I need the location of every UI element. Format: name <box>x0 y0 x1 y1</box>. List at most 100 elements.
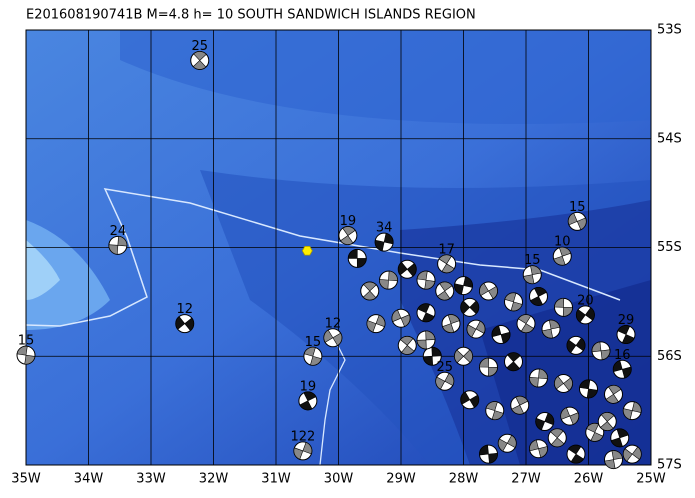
compression-quadrant <box>591 341 611 361</box>
depth-label: 12 <box>325 316 342 331</box>
compression-quadrant <box>529 368 548 388</box>
compression-quadrant <box>479 282 498 300</box>
depth-label: 24 <box>110 224 127 239</box>
compression-quadrant <box>504 292 523 312</box>
compression-quadrant <box>435 372 455 390</box>
focal-mechanism <box>366 314 386 334</box>
focal-mechanism <box>416 303 436 323</box>
depth-label: 15 <box>18 334 35 349</box>
focal-mechanism <box>298 391 318 411</box>
compression-quadrant <box>623 446 642 462</box>
focal-mechanism <box>435 281 455 301</box>
compression-quadrant <box>491 325 511 344</box>
compression-quadrant <box>460 300 480 315</box>
focal-mechanism <box>323 328 343 348</box>
compression-quadrant <box>340 226 356 245</box>
depth-label: 122 <box>290 429 315 444</box>
epicenter <box>301 245 313 256</box>
depth-label: 19 <box>340 214 357 229</box>
focal-mechanism <box>190 50 210 70</box>
compression-quadrant <box>610 428 629 448</box>
lon-label: 28W <box>449 472 479 487</box>
lon-label: 33W <box>136 472 166 487</box>
map-title: E201608190741B M=4.8 h= 10 SOUTH SANDWIC… <box>26 8 476 23</box>
focal-mechanism <box>391 308 411 328</box>
focal-mechanism <box>485 401 505 421</box>
compression-quadrant <box>438 254 455 274</box>
depth-label: 12 <box>176 302 193 317</box>
compression-quadrant <box>617 325 635 344</box>
focal-mechanism <box>567 211 587 231</box>
lon-label: 30W <box>324 472 354 487</box>
compression-quadrant <box>517 314 535 333</box>
focal-mechanism <box>175 314 195 334</box>
compression-quadrant <box>568 212 587 231</box>
compression-quadrant <box>535 412 555 431</box>
depth-label: 15 <box>569 200 586 215</box>
compression-quadrant <box>362 281 377 301</box>
focal-mechanism <box>516 314 536 334</box>
focal-mechanism <box>541 319 561 339</box>
focal-mechanism <box>529 286 548 306</box>
compression-quadrant <box>612 360 632 379</box>
compression-quadrant <box>560 407 579 425</box>
compression-quadrant <box>323 329 343 346</box>
compression-quadrant <box>374 232 394 252</box>
compression-quadrant <box>108 235 128 255</box>
compression-quadrant <box>175 316 194 332</box>
compression-quadrant <box>506 352 521 371</box>
focal-mechanism <box>479 281 498 301</box>
depth-label: 25 <box>191 39 208 54</box>
focal-mechanism <box>397 259 417 279</box>
focal-mechanism <box>504 352 523 372</box>
focal-mechanism <box>416 330 436 350</box>
lon-label: 34W <box>74 472 104 487</box>
focal-mechanism <box>566 444 586 464</box>
focal-mechanism <box>554 297 573 317</box>
lon-label: 26W <box>574 472 604 487</box>
focal-mechanism <box>604 450 623 470</box>
lon-label: 35W <box>11 472 41 487</box>
compression-quadrant <box>553 246 572 266</box>
depth-label: 15 <box>524 253 541 268</box>
focal-mechanism <box>303 346 323 366</box>
compression-quadrant <box>550 428 565 448</box>
compression-quadrant <box>399 336 415 355</box>
compression-quadrant <box>442 314 460 333</box>
compression-quadrant <box>379 270 398 290</box>
focal-mechanism <box>554 373 573 393</box>
compression-quadrant <box>347 249 367 268</box>
focal-mechanism <box>460 297 480 317</box>
focal-mechanism <box>347 248 367 268</box>
compression-quadrant <box>479 444 498 464</box>
depth-label: 10 <box>554 235 571 250</box>
focal-mechanism <box>591 341 611 361</box>
focal-mechanism <box>529 439 548 459</box>
focal-mechanism <box>108 235 128 255</box>
depth-label: 17 <box>438 242 455 257</box>
compression-quadrant <box>497 434 517 452</box>
depth-label: 29 <box>618 313 635 328</box>
lat-label: 53S <box>657 23 682 38</box>
focal-mechanism <box>616 325 636 344</box>
focal-mechanism <box>441 314 461 334</box>
compression-quadrant <box>511 395 529 415</box>
lon-label: 25W <box>636 472 666 487</box>
focal-mechanism <box>422 346 442 366</box>
focal-mechanism <box>622 444 642 464</box>
focal-mechanism <box>597 412 617 431</box>
lat-label: 57S <box>657 458 682 473</box>
compression-quadrant <box>460 391 480 408</box>
focal-mechanism <box>479 357 498 377</box>
compression-quadrant <box>530 287 547 306</box>
compression-quadrant <box>454 276 473 295</box>
compression-quadrant <box>417 303 435 323</box>
compression-quadrant <box>622 401 642 420</box>
focal-mechanism <box>504 292 523 312</box>
focal-mechanism <box>338 226 358 246</box>
compression-quadrant <box>604 450 623 469</box>
depth-label: 16 <box>614 348 631 363</box>
compression-quadrant <box>529 439 548 458</box>
depth-label: 19 <box>300 379 317 394</box>
